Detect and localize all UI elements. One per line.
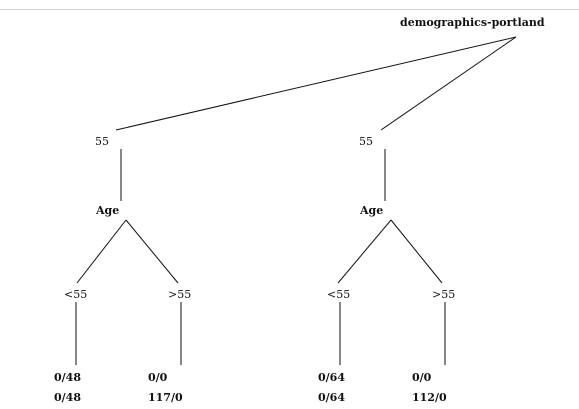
condition-label: >55 bbox=[168, 288, 192, 301]
condition-label: <55 bbox=[327, 288, 351, 301]
edge-root-branch-1 bbox=[115, 36, 517, 131]
leaf-line-1: 0/0 bbox=[412, 371, 432, 384]
top-divider bbox=[0, 9, 579, 10]
edge-attr-2-left bbox=[337, 219, 392, 284]
condition-label: <55 bbox=[64, 288, 88, 301]
attribute-node-label: Age bbox=[96, 204, 120, 217]
edge-attr-2-right bbox=[390, 219, 443, 284]
attribute-node-label: Age bbox=[360, 204, 384, 217]
leaf-line-2: 112/0 bbox=[412, 391, 447, 404]
branch-value-label: 55 bbox=[359, 135, 373, 148]
edge-attr-1-left bbox=[76, 219, 127, 284]
edge-attr-1-right bbox=[125, 219, 179, 284]
leaf-line-2: 117/0 bbox=[148, 391, 183, 404]
leaf-line-2: 0/64 bbox=[318, 391, 345, 404]
condition-label: >55 bbox=[432, 288, 456, 301]
edge-root-branch-2 bbox=[380, 36, 517, 131]
leaf-line-2: 0/48 bbox=[54, 391, 81, 404]
leaf-line-1: 0/0 bbox=[148, 371, 168, 384]
root-node-label: demographics-portland bbox=[400, 16, 545, 29]
leaf-line-1: 0/48 bbox=[54, 371, 81, 384]
leaf-line-1: 0/64 bbox=[318, 371, 345, 384]
branch-value-label: 55 bbox=[95, 135, 109, 148]
